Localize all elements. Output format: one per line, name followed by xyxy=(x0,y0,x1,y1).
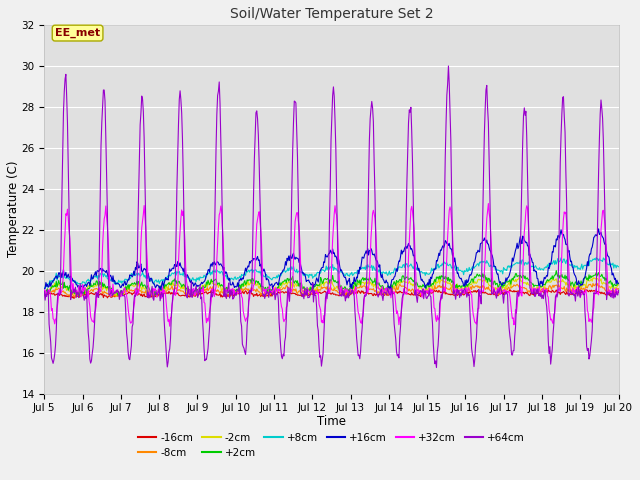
X-axis label: Time: Time xyxy=(317,415,346,428)
Y-axis label: Temperature (C): Temperature (C) xyxy=(7,161,20,257)
Title: Soil/Water Temperature Set 2: Soil/Water Temperature Set 2 xyxy=(230,7,433,21)
Legend: -16cm, -8cm, -2cm, +2cm, +8cm, +16cm, +32cm, +64cm: -16cm, -8cm, -2cm, +2cm, +8cm, +16cm, +3… xyxy=(134,429,529,462)
Text: EE_met: EE_met xyxy=(55,28,100,38)
